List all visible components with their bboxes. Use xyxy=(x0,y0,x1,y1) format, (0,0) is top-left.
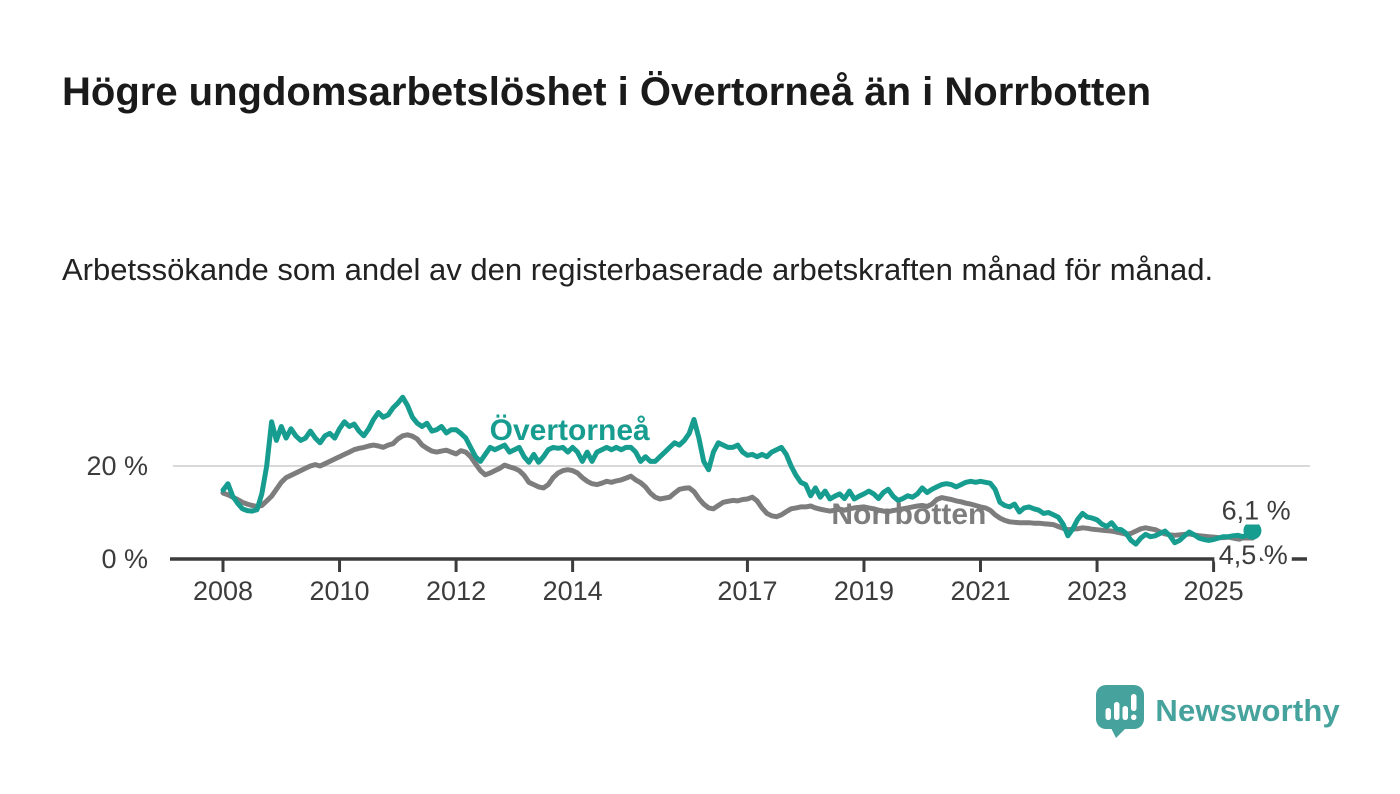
x-tick-label: 2008 xyxy=(193,576,253,606)
series-line-norrbotten xyxy=(220,432,1255,542)
y-tick-label: 0 % xyxy=(101,544,148,574)
bar-icon-2 xyxy=(1114,702,1120,720)
exclamation-dot-icon xyxy=(1131,714,1137,720)
x-tick-label: 2025 xyxy=(1184,576,1244,606)
x-tick-label: 2021 xyxy=(950,576,1010,606)
speech-bubble-tail xyxy=(1110,726,1129,738)
x-tick-label: 2014 xyxy=(543,576,603,606)
x-tick-label: 2023 xyxy=(1067,576,1127,606)
series-end-dot-övertorneå xyxy=(1243,521,1262,540)
newsworthy-logo-icon xyxy=(1096,685,1145,738)
series-label-norrbotten: Norrbotten xyxy=(831,498,986,531)
bar-icon-3 xyxy=(1122,706,1129,720)
brand-name: Newsworthy xyxy=(1155,693,1340,728)
bar-icon-1 xyxy=(1105,708,1112,720)
x-tick-label: 2017 xyxy=(717,576,777,606)
x-tick-label: 2019 xyxy=(834,576,894,606)
chart-subtitle: Arbetssökande som andel av den registerb… xyxy=(62,252,1214,287)
branding-footer: Newsworthy xyxy=(1095,684,1340,738)
x-tick-label: 2012 xyxy=(426,576,486,606)
end-value-label-norrbotten: 4,5 % xyxy=(1219,540,1288,570)
exclamation-bar-icon xyxy=(1131,694,1137,711)
end-value-label-övertorneå: 6,1 % xyxy=(1222,496,1291,526)
series-line-övertorneå xyxy=(220,394,1255,547)
page-title: Högre ungdomsarbetslöshet i Övertorneå ä… xyxy=(62,70,1152,114)
series-label-övertorneå: Övertorneå xyxy=(490,414,650,447)
x-tick-label: 2010 xyxy=(310,576,370,606)
y-tick-label: 20 % xyxy=(86,451,148,481)
